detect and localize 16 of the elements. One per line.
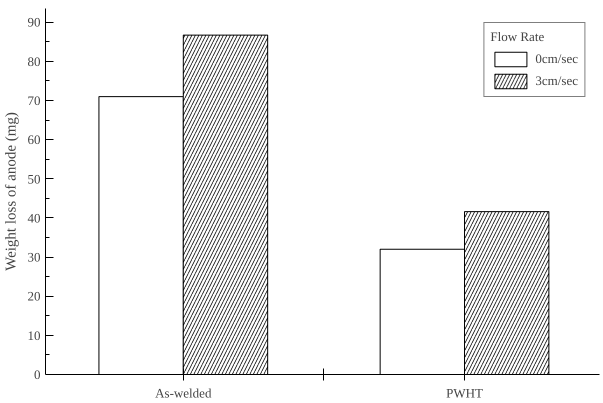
y-tick-label: 90	[28, 14, 40, 30]
y-tick-label: 80	[28, 54, 40, 69]
y-tick-label: 0	[34, 367, 40, 382]
y-tick-label: 50	[28, 171, 40, 186]
legend-label: 0cm/sec	[535, 51, 578, 67]
x-tick-label: PWHT	[446, 386, 483, 400]
x-tick-label: As-welded	[155, 386, 212, 400]
y-axis-title: Weight loss of anode (mg)	[4, 112, 20, 271]
y-tick-label: 20	[28, 288, 40, 304]
y-tick-label: 40	[28, 210, 40, 226]
legend-label: 3cm/sec	[535, 73, 578, 89]
y-tick-label: 70	[28, 92, 40, 108]
legend-title: Flow Rate	[490, 29, 546, 45]
y-tick-label: 60	[28, 132, 40, 148]
y-tick-label: 10	[28, 328, 40, 343]
y-tick-label: 30	[28, 250, 40, 265]
